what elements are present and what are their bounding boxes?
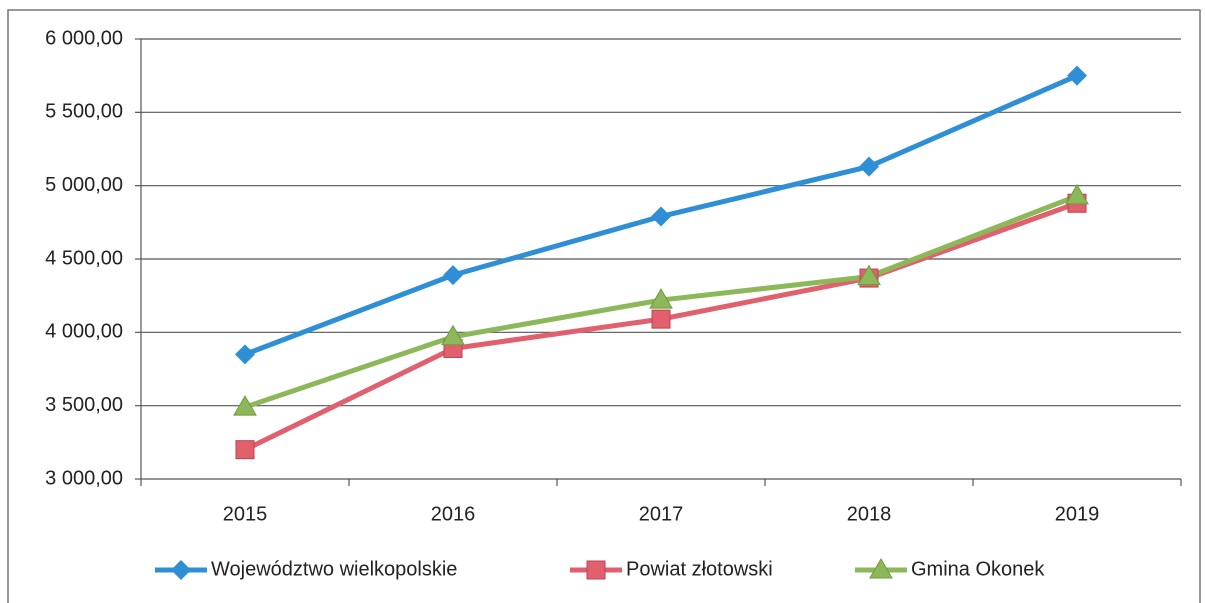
marker [649,288,673,309]
legend-label: Gmina Okonek [911,558,1045,580]
x-tick-label: 2016 [431,503,476,525]
y-tick-label: 5 000,00 [45,174,123,196]
x-tick-label: 2015 [223,503,268,525]
marker [857,264,881,286]
chart-frame [7,9,1201,603]
y-tick-label: 3 500,00 [45,394,123,416]
x-tick-label: 2019 [1055,503,1100,525]
legend-marker [586,560,606,580]
y-tick-label: 5 500,00 [45,101,123,123]
legend-marker [171,560,191,580]
marker [441,324,465,346]
legend-label: Województwo wielkopolskie [211,558,457,580]
marker [235,344,255,365]
marker [651,309,671,329]
y-tick-label: 6 000,00 [45,27,123,49]
x-tick-label: 2017 [639,503,684,525]
marker [651,206,671,227]
y-tick-label: 4 000,00 [45,321,123,343]
legend-label: Powiat złotowski [626,558,773,580]
marker [235,440,255,460]
marker [443,265,463,286]
marker [233,395,257,416]
marker [859,156,879,177]
legend-marker [869,558,893,579]
y-tick-label: 4 500,00 [45,247,123,269]
x-tick-label: 2018 [847,503,892,525]
marker [1065,183,1089,205]
y-tick-label: 3 000,00 [45,467,123,489]
marker [1067,65,1087,86]
